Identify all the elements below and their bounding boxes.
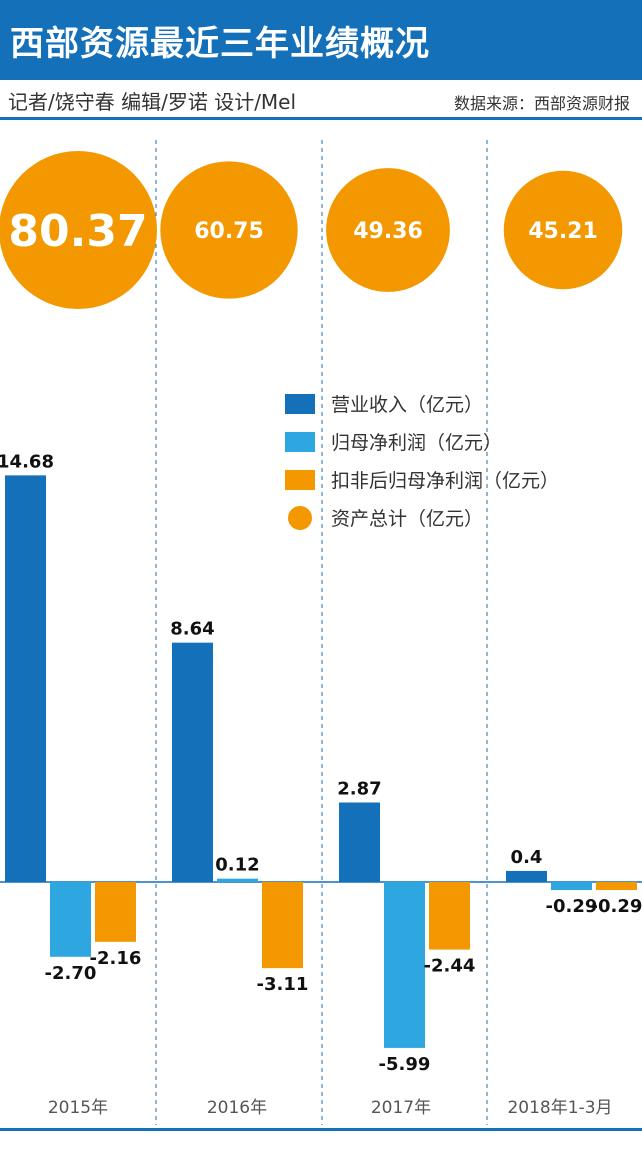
bar-net-profit: [384, 882, 425, 1048]
legend-swatch: [285, 432, 315, 452]
bar-value-label: -5.99: [379, 1054, 431, 1075]
title-bar: 西部资源最近三年业绩概况: [0, 0, 642, 80]
bar-value-label: 2.87: [337, 779, 381, 800]
credits: 记者/饶守春 编辑/罗诺 设计/Mel: [8, 90, 297, 114]
bar-revenue: [5, 475, 46, 882]
bar-value-label: -0.29: [546, 896, 598, 917]
bar-deducted-profit: [596, 882, 637, 891]
bar-value-label: 0.4: [511, 847, 543, 868]
bar-value-label: 0.12: [215, 855, 259, 876]
asset-bubble: [326, 168, 450, 292]
category-label: 2015年: [48, 1098, 108, 1118]
category-label: 2018年1-3月: [507, 1098, 612, 1118]
bar-net-profit: [551, 882, 592, 891]
asset-bubble: [160, 161, 298, 299]
category-label: 2017年: [371, 1098, 431, 1118]
category-label: 2016年: [207, 1098, 267, 1118]
bar-deducted-profit: [95, 882, 136, 942]
bar-value-label: 8.64: [170, 619, 214, 640]
bottom-rule: [0, 1128, 642, 1131]
credit-bar: 记者/饶守春 编辑/罗诺 设计/Mel 数据来源：西部资源财报: [0, 80, 642, 120]
legend-swatch: [288, 506, 312, 530]
legend-label: 营业收入（亿元）: [331, 394, 483, 416]
bar-value-label: -3.11: [257, 974, 309, 995]
bar-value-label: -2.44: [424, 956, 476, 977]
asset-bubble-label: 45.21: [528, 219, 598, 244]
data-source: 数据来源：西部资源财报: [453, 94, 630, 113]
bar-value-label: 14.68: [0, 451, 54, 472]
bar-value-label: -2.70: [45, 963, 97, 984]
bar-value-label: -2.16: [90, 948, 142, 969]
legend-label: 扣非后归母净利润（亿元）: [331, 470, 559, 492]
asset-bubble-label: 60.75: [194, 219, 264, 244]
bar-revenue: [339, 802, 380, 882]
bar-revenue: [506, 870, 547, 882]
bar-deducted-profit: [262, 882, 303, 969]
legend-label: 归母净利润（亿元）: [331, 432, 502, 454]
bar-revenue: [172, 642, 213, 882]
bar-value-label: -0.29: [591, 896, 642, 917]
bar-deducted-profit: [429, 882, 470, 950]
legend-swatch: [285, 470, 315, 490]
bar-net-profit: [217, 878, 258, 882]
bar-net-profit: [50, 882, 91, 957]
legend-swatch: [285, 394, 315, 414]
legend-label: 资产总计（亿元）: [331, 508, 483, 530]
asset-bubble-label: 80.37: [8, 206, 147, 257]
page-title: 西部资源最近三年业绩概况: [10, 24, 430, 64]
asset-bubble: [503, 170, 623, 290]
asset-bubble: [0, 151, 157, 309]
asset-bubble-label: 49.36: [353, 219, 423, 244]
